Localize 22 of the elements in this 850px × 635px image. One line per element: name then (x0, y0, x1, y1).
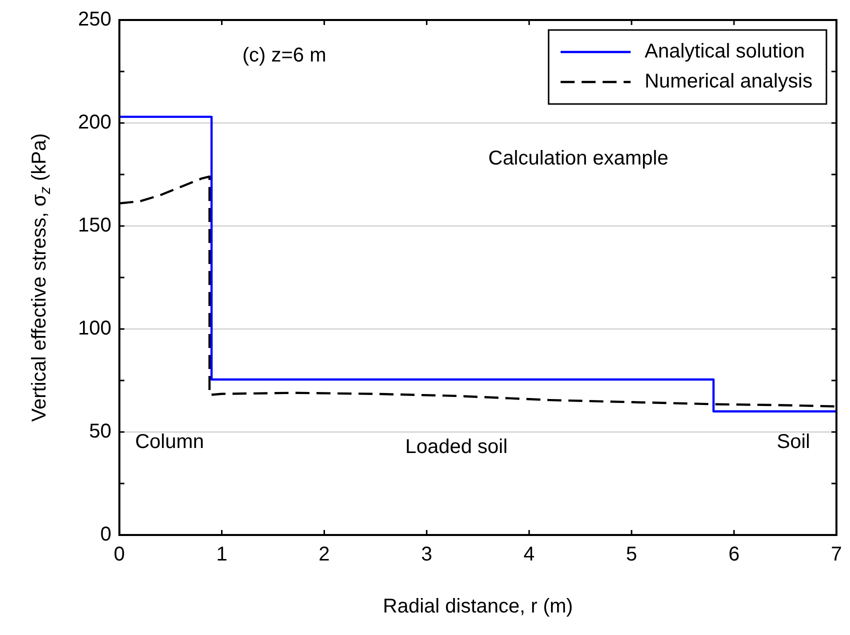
annotation: Calculation example (488, 148, 668, 170)
x-tick-label: 2 (318, 544, 330, 566)
y-tick-label: 250 (78, 8, 112, 31)
annotation: Soil (776, 430, 810, 453)
y-tick-label: 200 (78, 112, 112, 134)
legend-label: Numerical analysis (644, 70, 812, 93)
y-tick-label: 0 (100, 524, 112, 546)
x-tick-label: 4 (524, 544, 535, 566)
annotation: (c) z=6 m (242, 44, 326, 67)
x-tick-label: 3 (421, 544, 432, 566)
x-tick-label: 1 (216, 544, 228, 566)
annotation: Loaded soil (405, 436, 508, 458)
x-tick-label: 6 (728, 544, 740, 566)
x-axis-title: Radial distance, r (m) (382, 596, 573, 618)
annotation: Column (135, 430, 204, 453)
x-tick-label: 7 (830, 544, 842, 566)
y-tick-label: 150 (78, 214, 112, 237)
y-tick-label: 50 (89, 420, 112, 443)
legend-label: Analytical solution (644, 40, 805, 63)
x-tick-label: 5 (626, 544, 638, 566)
y-tick-label: 100 (78, 318, 112, 340)
y-axis-title: Vertical effective stress, σz (kPa) (28, 133, 54, 422)
